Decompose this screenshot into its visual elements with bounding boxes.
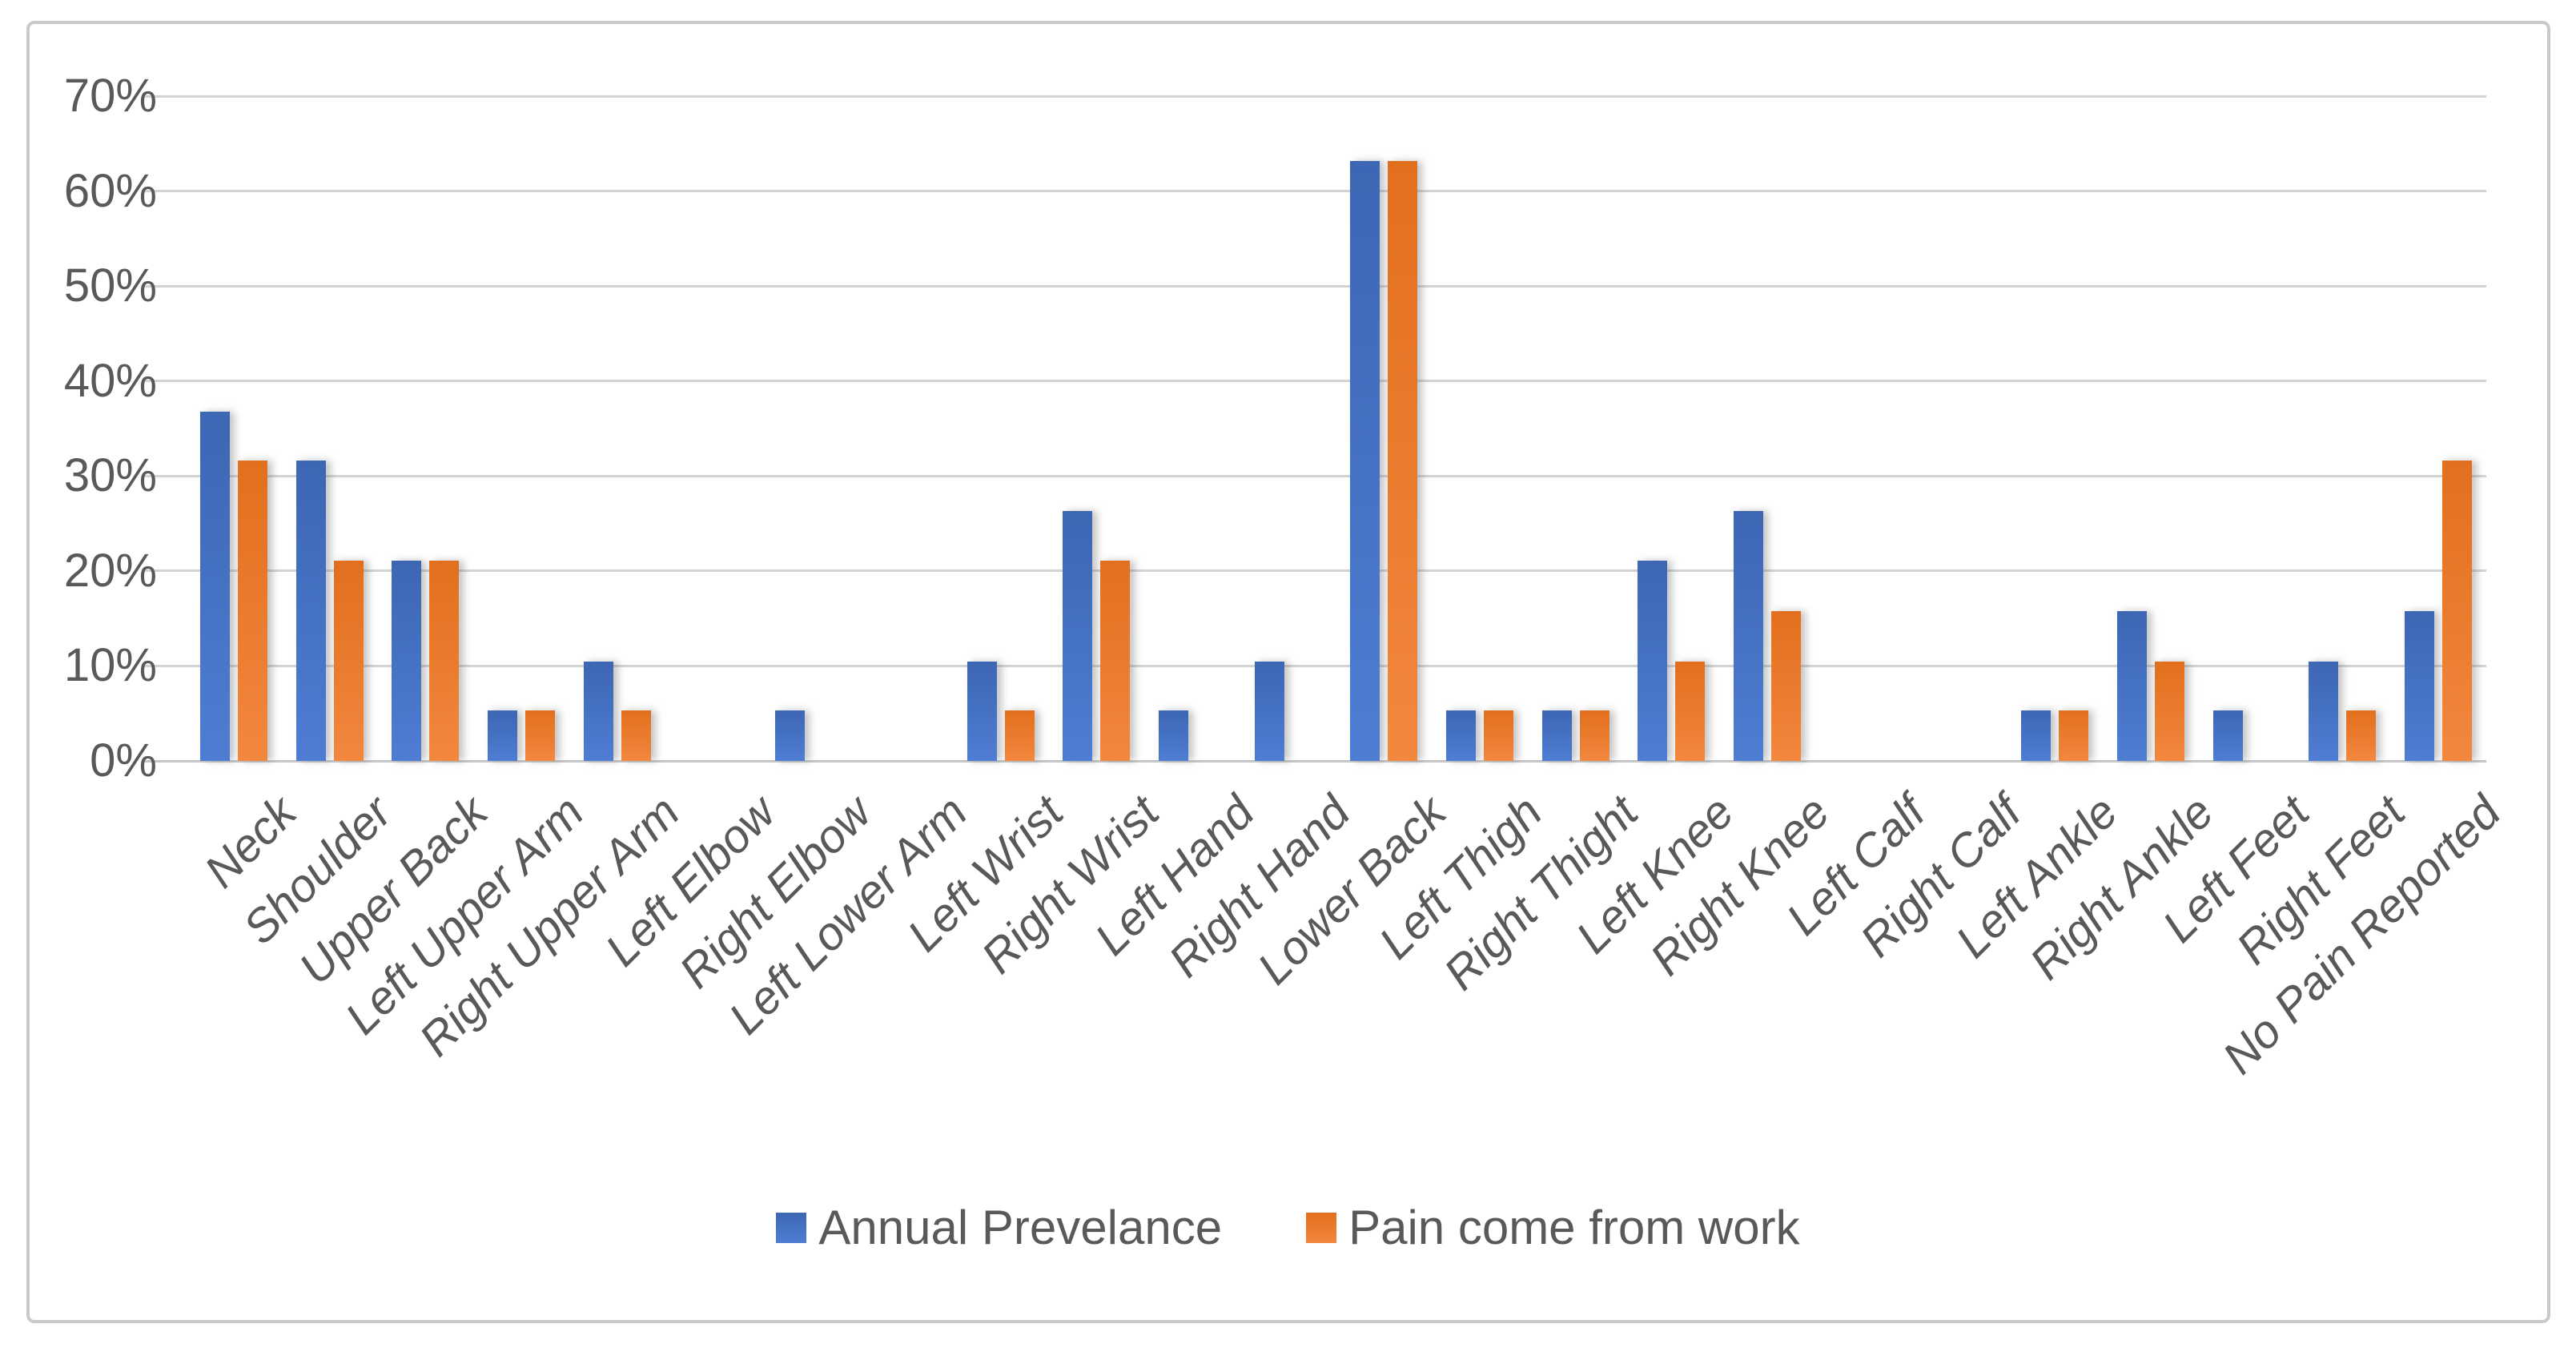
category-group	[1624, 96, 1720, 761]
bar-annual-prevelance[interactable]	[1638, 560, 1668, 761]
category-group	[857, 96, 953, 761]
bar-pain-from-work[interactable]	[1771, 610, 1802, 761]
gridline-50	[142, 284, 2486, 288]
bar-annual-prevelance[interactable]	[2021, 710, 2052, 761]
bar-annual-prevelance[interactable]	[967, 661, 997, 761]
bar-annual-prevelance[interactable]	[2309, 661, 2339, 761]
category-group	[761, 96, 857, 761]
category-group	[2103, 96, 2199, 761]
bar-pain-from-work[interactable]	[2346, 710, 2377, 761]
category-group	[1528, 96, 1624, 761]
category-group	[282, 96, 378, 761]
bar-pain-from-work[interactable]	[2155, 661, 2184, 761]
bar-annual-prevelance[interactable]	[2212, 710, 2243, 761]
bar-annual-prevelance[interactable]	[1158, 710, 1188, 761]
category-group	[953, 96, 1049, 761]
gridline-40	[142, 380, 2486, 383]
legend-marker-blue	[776, 1212, 807, 1243]
category-group	[1240, 96, 1336, 761]
gridline-10	[142, 664, 2486, 667]
category-group	[1336, 96, 1433, 761]
bar-pain-from-work[interactable]	[1579, 710, 1609, 761]
bar-pain-from-work[interactable]	[429, 560, 460, 761]
bar-annual-prevelance[interactable]	[1446, 710, 1477, 761]
category-group	[1911, 96, 2007, 761]
category-group	[377, 96, 473, 761]
y-axis-tick-label: 70%	[63, 70, 157, 122]
legend-marker-orange	[1306, 1212, 1337, 1243]
x-axis-line	[142, 759, 2486, 763]
bar-annual-prevelance[interactable]	[487, 710, 517, 761]
bar-pain-from-work[interactable]	[1675, 661, 1706, 761]
bar-annual-prevelance[interactable]	[1734, 511, 1764, 761]
y-axis-tick-label: 20%	[63, 544, 157, 597]
bar-annual-prevelance[interactable]	[1350, 160, 1380, 761]
category-group	[1144, 96, 1240, 761]
bar-annual-prevelance[interactable]	[583, 661, 613, 761]
gridline-70	[142, 95, 2486, 98]
bar-annual-prevelance[interactable]	[1063, 511, 1093, 761]
bar-annual-prevelance[interactable]	[392, 560, 422, 761]
bar-pain-from-work[interactable]	[2059, 710, 2089, 761]
category-group	[473, 96, 569, 761]
y-axis-tick-label: 40%	[63, 354, 157, 407]
category-group	[1432, 96, 1528, 761]
bar-annual-prevelance[interactable]	[2405, 610, 2435, 761]
y-axis-tick-label: 30%	[63, 449, 157, 502]
category-group	[2007, 96, 2103, 761]
bar-annual-prevelance[interactable]	[775, 710, 806, 761]
y-axis-tick-label: 50%	[63, 260, 157, 312]
category-group	[569, 96, 665, 761]
legend-label: Annual Prevelance	[818, 1201, 1223, 1254]
bar-annual-prevelance[interactable]	[2117, 610, 2147, 761]
gridline-20	[142, 569, 2486, 573]
y-axis-tick-label: 0%	[90, 734, 157, 787]
bar-pain-from-work[interactable]	[333, 560, 364, 761]
category-group	[2390, 96, 2486, 761]
bar-annual-prevelance[interactable]	[295, 461, 326, 761]
gridline-60	[142, 190, 2486, 193]
category-group	[186, 96, 282, 761]
bar-annual-prevelance[interactable]	[1541, 710, 1572, 761]
legend-label: Pain come from work	[1348, 1201, 1800, 1254]
gridline-30	[142, 474, 2486, 477]
bar-pain-from-work[interactable]	[1004, 710, 1035, 761]
bar-annual-prevelance[interactable]	[199, 411, 230, 761]
category-group	[665, 96, 762, 761]
bar-pain-from-work[interactable]	[524, 710, 555, 761]
category-group	[1719, 96, 1815, 761]
y-axis-tick-label: 10%	[63, 639, 157, 692]
bar-pain-from-work[interactable]	[1100, 560, 1131, 761]
legend-item-pain-from-work[interactable]: Pain come from work	[1306, 1200, 1800, 1255]
bar-pain-from-work[interactable]	[237, 461, 267, 761]
legend-item-annual-prevelance[interactable]: Annual Prevelance	[776, 1200, 1222, 1255]
plot-area	[142, 95, 2486, 763]
category-group	[1815, 96, 1911, 761]
bar-annual-prevelance[interactable]	[1254, 661, 1284, 761]
bar-pain-from-work[interactable]	[621, 710, 651, 761]
bar-pain-from-work[interactable]	[1484, 710, 1514, 761]
y-axis-tick-label: 60%	[63, 164, 157, 217]
category-group	[2295, 96, 2391, 761]
bar-pain-from-work[interactable]	[2442, 461, 2473, 761]
category-group	[1048, 96, 1144, 761]
category-group	[2199, 96, 2295, 761]
bar-pain-from-work[interactable]	[1388, 160, 1418, 761]
legend: Annual Prevelance Pain come from work	[0, 1200, 2576, 1255]
